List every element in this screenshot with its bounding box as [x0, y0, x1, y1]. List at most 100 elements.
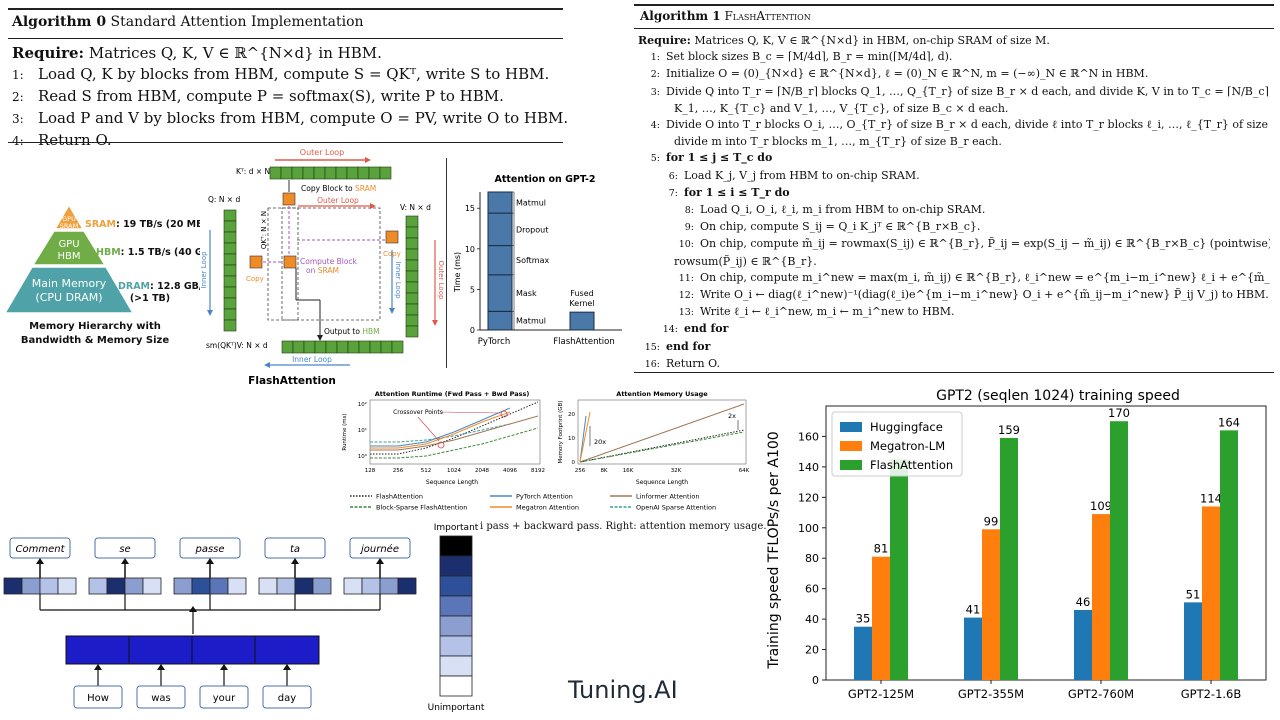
copy-label-left: Copy: [246, 275, 264, 283]
algorithm-0-label: Algorithm 0: [12, 14, 107, 30]
kt-cell: [313, 166, 326, 180]
stacked-segment: [487, 310, 513, 331]
y-tick-label: 15: [465, 204, 475, 213]
algorithm-1-line: 12: Write O_i ← diag(ℓ_i^new)⁻¹(diag(ℓ_i)…: [638, 287, 1270, 304]
line-text: On chip, compute m_i^new = max(m_i, m̃_i…: [700, 270, 1270, 284]
algorithm-0-line: 4: Return O.: [12, 130, 563, 152]
attention-weight-cell: [106, 577, 126, 595]
line-number: 15:: [644, 341, 660, 353]
input-word: your: [213, 693, 236, 704]
legend-box: [831, 411, 963, 477]
runtime-legend: FlashAttention PyTorch Attention Linformer…: [350, 493, 716, 512]
runtime-title: Attention Runtime (Fwd Pass + Bwd Pass): [375, 390, 530, 398]
line-text: On chip, compute S_ij = Q_i K_jᵀ ∈ ℝ^{B_…: [700, 220, 981, 234]
algorithm-0-line: 3: Load P and V by blocks from HBM, compu…: [12, 108, 568, 130]
kt-cell: [280, 166, 293, 180]
memory-caption-1: Memory Hierarchy with: [29, 321, 161, 332]
scale-cell: [439, 615, 473, 637]
algorithm-1-line: 10: On chip, compute m̃_ij = rowmax(S_ij)…: [638, 236, 1270, 253]
qkt-region: [267, 207, 381, 321]
v-cell: [405, 248, 419, 261]
legend-label: FlashAttention: [376, 493, 423, 501]
line-text: Load Q_i, O_i, ℓ_i, m_i from HBM to on-c…: [700, 203, 986, 217]
line-number: 11:: [678, 272, 694, 284]
algorithm-1-line: 15: end for: [638, 339, 1270, 356]
crossover-annotation: Crossover Points: [393, 409, 443, 416]
y-tick-label: 10⁰: [358, 453, 368, 460]
data-label: 81: [874, 542, 889, 556]
line-number: 7:: [668, 187, 678, 199]
legend-label: OpenAI Sparse Attention: [636, 504, 716, 512]
input-word-box: [262, 685, 312, 709]
q-cell: [223, 286, 237, 299]
legend-swatch: [840, 422, 862, 432]
scale-cell: [439, 555, 473, 577]
dram-layer: [3, 266, 135, 314]
q-cell: [223, 319, 237, 332]
output-cell: [358, 340, 371, 354]
x-tick-label: GPT2-125M: [848, 687, 914, 701]
line-number: 1:: [12, 68, 24, 82]
output-cell: [292, 340, 305, 354]
legend-label: Huggingface: [870, 420, 943, 434]
attention-weight-cell: [191, 577, 211, 595]
y-tick-label: 140: [798, 461, 819, 474]
dram-label-1: Main Memory: [32, 277, 107, 290]
bar: [1184, 602, 1202, 680]
gpt2-attention-ylabel: Time (ms): [453, 252, 462, 293]
algorithm-1-line: rowsum(P̃_ij) ∈ ℝ^{B_r}.: [638, 254, 1270, 270]
attention-weight-cell: [276, 577, 296, 595]
memory-usage-title: Attention Memory Usage: [616, 390, 708, 398]
v-cell: [405, 314, 419, 327]
line-text: divide m into T_r blocks m_1, …, m_{T_r}…: [674, 135, 1002, 149]
algorithm-1-line: 8: Load Q_i, O_i, ℓ_i, m_i from HBM to on…: [638, 202, 1270, 219]
line-number: 16:: [644, 358, 660, 370]
input-word: was: [151, 693, 171, 704]
outer-loop-label-mid: Outer Loop: [317, 196, 359, 205]
attention-weight-cell: [209, 577, 229, 595]
input-word-box: [73, 685, 123, 709]
line-number: 4:: [650, 120, 660, 132]
data-label: 35: [856, 612, 871, 626]
require-label: Require:: [638, 34, 691, 47]
data-label: 114: [1200, 491, 1222, 505]
algorithm-0-title: Standard Attention Implementation: [110, 14, 364, 30]
legend-label: PyTorch Attention: [516, 493, 573, 501]
flashattention-diagram: Outer Loop Kᵀ: d × N Copy Block to SRAM …: [200, 148, 445, 387]
x-tick-label: 64K: [739, 468, 750, 474]
attention-weight-cell: [258, 577, 278, 595]
line-text: end for: [684, 322, 729, 336]
sram-spec: SRAM: 19 TB/s (20 MB): [85, 219, 200, 230]
output-word: ta: [290, 544, 300, 555]
line-text: Divide O into T_r blocks O_i, …, O_{T_r}…: [666, 118, 1270, 132]
data-label: 109: [1090, 499, 1112, 513]
y-tick-label: 10²: [358, 401, 367, 408]
line-number: 3:: [650, 86, 660, 98]
line-text: Return O.: [666, 356, 721, 370]
output-label: Output to HBM: [324, 327, 380, 336]
training-chart-ylabel: Training speed TFLOPs/s per A100: [766, 431, 782, 669]
x-tick-label: 256: [575, 468, 586, 474]
algorithm-0-line: 2: Read S from HBM, compute P = softmax(S…: [12, 86, 563, 108]
encoder-state: [128, 635, 194, 665]
gpt2-training-speed-chart: GPT2 (seqlen 1024) training speed Traini…: [766, 388, 1267, 701]
line-number: 8:: [684, 205, 694, 217]
brand-logo-text: Tuning.AI: [568, 676, 678, 704]
v-cell: [405, 281, 419, 294]
algorithm-1-line: 4: Divide O into T_r blocks O_i, …, O_{T_…: [638, 117, 1270, 134]
y-tick-label: 20: [568, 412, 575, 418]
memory-hierarchy-diagram: GPU SRAM GPU HBM Main Memory (CPU DRAM) …: [3, 203, 200, 346]
fused-label-1: Fused: [570, 289, 593, 298]
q-cell: [223, 275, 237, 288]
flash-bar: [569, 311, 595, 331]
v-cell: [405, 292, 419, 305]
algorithm-1-line: 5: for 1 ≤ j ≤ T_c do: [638, 150, 1270, 167]
memory-usage-chart: Attention Memory Usage Memory Footprint …: [558, 390, 750, 486]
attention-weight-cell: [57, 577, 77, 595]
translation-attention-diagram: Comment se passe ta journée How was your day: [3, 537, 417, 709]
line-text: On chip, compute m̃_ij = rowmax(S_ij) ∈ …: [700, 237, 1270, 251]
line-number: 6:: [668, 170, 678, 182]
line-text: for 1 ≤ j ≤ T_c do: [666, 151, 773, 165]
line-text: Load K_j, V_j from HBM to on-chip SRAM.: [684, 168, 920, 182]
input-word: day: [278, 693, 296, 704]
